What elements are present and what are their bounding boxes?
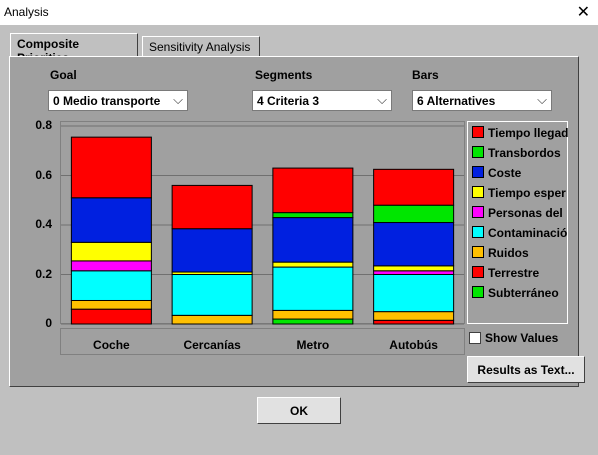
results-as-text-button[interactable]: Results as Text...	[467, 356, 585, 383]
legend-item: Personas del	[472, 206, 563, 220]
legend-label: Subterráneo	[488, 286, 559, 300]
segments-value: 4 Criteria 3	[257, 94, 320, 108]
bar-segment	[272, 266, 354, 311]
bar-segment	[70, 308, 152, 325]
bar-segment	[373, 274, 455, 313]
ok-button[interactable]: OK	[257, 397, 341, 424]
legend-label: Contaminació	[488, 226, 568, 240]
bars-label: Bars	[412, 68, 439, 82]
y-tick-label: 0.8	[35, 118, 52, 132]
title-bar: Analysis ✕	[0, 0, 598, 25]
bar-segment	[373, 222, 455, 267]
bar-segment	[373, 270, 455, 276]
legend-swatch	[472, 286, 484, 298]
bar-segment	[272, 261, 354, 268]
bar-segment	[70, 299, 152, 310]
bar-segment	[272, 318, 354, 325]
legend-item: Tiempo esper	[472, 186, 566, 200]
bar-segment	[272, 309, 354, 320]
close-icon[interactable]: ✕	[576, 4, 590, 21]
legend-swatch	[472, 166, 484, 178]
x-tick-label: Metro	[296, 338, 330, 352]
legend-label: Ruidos	[488, 246, 529, 260]
legend-item: Ruidos	[472, 246, 529, 260]
bars-value: 6 Alternatives	[417, 94, 496, 108]
y-tick-label: 0	[45, 316, 52, 330]
x-tick-label: Coche	[93, 338, 130, 352]
bar-segment	[373, 319, 455, 325]
chevron-down-icon: ⌵	[377, 92, 387, 107]
legend-swatch	[472, 266, 484, 278]
legend-label: Transbordos	[488, 146, 561, 160]
legend-item: Terrestre	[472, 266, 539, 280]
y-tick-label: 0.4	[35, 217, 52, 231]
tab-sensitivity-analysis[interactable]: Sensitivity Analysis	[142, 36, 260, 56]
legend-swatch	[472, 226, 484, 238]
bar-segment	[171, 184, 253, 230]
chart-x-axis-band	[60, 328, 465, 355]
legend-label: Tiempo llegad	[488, 126, 569, 140]
chevron-down-icon: ⌵	[537, 92, 547, 107]
bar-segment	[373, 311, 455, 321]
legend-label: Tiempo esper	[488, 186, 566, 200]
legend-label: Personas del	[488, 206, 563, 220]
bar-segment	[171, 274, 253, 316]
bar-segment	[171, 228, 253, 273]
legend-item: Coste	[472, 166, 521, 180]
legend-swatch	[472, 126, 484, 138]
goal-label: Goal	[50, 68, 77, 82]
goal-dropdown[interactable]: 0 Medio transporte ⌵	[48, 90, 188, 111]
bars-dropdown[interactable]: 6 Alternatives ⌵	[412, 90, 552, 111]
goal-value: 0 Medio transporte	[53, 94, 161, 108]
legend-item: Subterráneo	[472, 286, 559, 300]
bar-segment	[70, 260, 152, 272]
legend-swatch	[472, 206, 484, 218]
bar-segment	[373, 265, 455, 272]
chevron-down-icon: ⌵	[173, 92, 183, 107]
x-tick-label: Cercanías	[183, 338, 241, 352]
segments-dropdown[interactable]: 4 Criteria 3 ⌵	[252, 90, 392, 111]
bar-segment	[272, 167, 354, 214]
bar-segment	[70, 270, 152, 301]
bar-segment	[70, 241, 152, 262]
show-values-checkbox[interactable]	[469, 332, 481, 344]
legend-label: Coste	[488, 166, 522, 180]
y-tick-label: 0.2	[35, 266, 52, 281]
bar-segment	[272, 212, 354, 219]
legend-swatch	[472, 186, 484, 198]
x-tick-label: Autobús	[389, 338, 438, 352]
bar-segment	[272, 217, 354, 263]
segments-label: Segments	[255, 68, 313, 82]
bar-segment	[171, 314, 253, 325]
bar-segment	[373, 168, 455, 206]
legend-item: Contaminació	[472, 226, 567, 240]
show-values-label: Show Values	[485, 331, 559, 345]
bar-segment	[373, 204, 455, 224]
legend-swatch	[472, 146, 484, 158]
bar-segment	[70, 136, 152, 199]
window-title: Analysis	[4, 5, 49, 19]
tab-label: Sensitivity Analysis	[149, 40, 251, 54]
y-tick-label: 0.6	[35, 167, 52, 182]
legend-item: Tiempo llegad	[472, 126, 568, 140]
legend-label: Terrestre	[488, 266, 540, 280]
legend-item: Transbordos	[472, 146, 561, 160]
bar-segment	[70, 197, 152, 243]
legend-swatch	[472, 246, 484, 258]
chart-legend: Tiempo llegad Transbordos Coste Tiempo espe…	[467, 121, 568, 324]
